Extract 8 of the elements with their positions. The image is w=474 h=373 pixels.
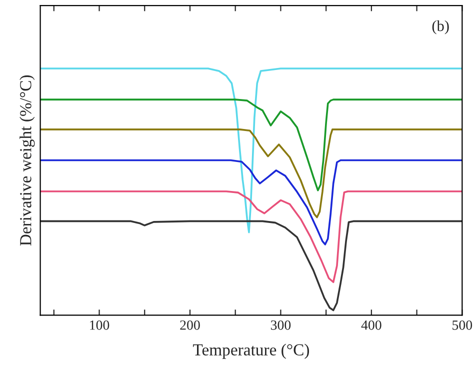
text: (b) — [432, 20, 449, 34]
y-axis-title: Derivative weight (%/°C) — [20, 75, 35, 246]
x-tick-label: 300 — [270, 320, 291, 330]
x-axis-title: Temperature (°C) — [193, 344, 309, 359]
x-tick-label: 500 — [452, 320, 472, 330]
x-tick-label: 100 — [90, 320, 110, 330]
x-tick-label: 400 — [361, 320, 382, 330]
x-tick-label: 200 — [180, 320, 200, 330]
